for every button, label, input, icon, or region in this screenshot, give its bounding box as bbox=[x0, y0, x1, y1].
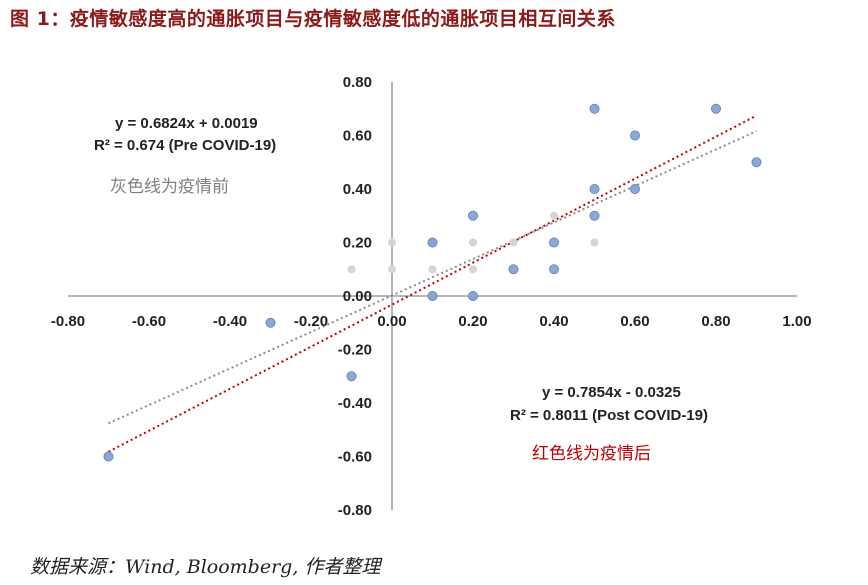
x-tick-label: -0.20 bbox=[294, 313, 328, 330]
data-point-post-covid bbox=[467, 210, 478, 221]
data-point-pre-covid bbox=[469, 265, 477, 274]
data-point-post-covid bbox=[589, 103, 600, 114]
y-tick-label: -0.40 bbox=[338, 395, 372, 412]
data-point-post-covid bbox=[508, 264, 519, 275]
x-tick-label: 0.00 bbox=[377, 313, 406, 330]
data-point-post-covid bbox=[467, 290, 478, 301]
data-point-pre-covid bbox=[428, 265, 437, 274]
data-point-post-covid bbox=[346, 371, 357, 382]
x-tick-label: 1.00 bbox=[782, 313, 811, 330]
data-points bbox=[103, 103, 762, 462]
pre-covid-note: 灰色线为疫情前 bbox=[110, 177, 229, 197]
post-r-squared: R² = 0.8011 (Post COVID-19) bbox=[510, 407, 708, 424]
data-point-pre-covid bbox=[590, 238, 599, 247]
y-tick-label: -0.80 bbox=[338, 502, 372, 519]
data-point-post-covid bbox=[427, 290, 438, 301]
annotations: y = 0.6824x + 0.0019 R² = 0.674 (Pre COV… bbox=[94, 115, 708, 464]
post-covid-note: 红色线为疫情后 bbox=[532, 444, 651, 464]
data-point-pre-covid bbox=[469, 238, 477, 247]
post-equation: y = 0.7854x - 0.0325 bbox=[542, 384, 681, 401]
data-point-pre-covid bbox=[509, 238, 518, 247]
tick-labels: -0.80 -0.60 -0.40 -0.20 0.00 0.20 0.40 0.60 0.80… bbox=[51, 74, 812, 519]
y-tick-label: 0.80 bbox=[343, 74, 372, 91]
pre-equation: y = 0.6824x + 0.0019 bbox=[115, 115, 258, 132]
pre-r-squared: R² = 0.674 (Pre COVID-19) bbox=[94, 137, 276, 154]
data-point-pre-covid bbox=[388, 265, 396, 274]
data-point-post-covid bbox=[265, 317, 276, 328]
data-point-post-covid bbox=[103, 451, 114, 462]
y-tick-label: -0.20 bbox=[338, 342, 372, 359]
data-point-post-covid bbox=[427, 237, 438, 248]
data-point-post-covid bbox=[630, 130, 641, 141]
data-point-post-covid bbox=[589, 210, 600, 221]
x-tick-label: -0.40 bbox=[213, 313, 247, 330]
data-point-post-covid bbox=[589, 183, 600, 194]
data-point-post-covid bbox=[549, 264, 560, 275]
data-point-pre-covid bbox=[550, 211, 558, 220]
x-tick-label: 0.40 bbox=[539, 313, 568, 330]
data-point-post-covid bbox=[630, 183, 641, 194]
x-tick-label: 0.60 bbox=[620, 313, 649, 330]
data-point-post-covid bbox=[549, 237, 560, 248]
y-tick-label: 0.00 bbox=[343, 288, 372, 305]
figure-title: 图 1：疫情敏感度高的通胀项目与疫情敏感度低的通胀项目相互间关系 bbox=[10, 8, 616, 30]
source-note: 数据来源：Wind, Bloomberg, 作者整理 bbox=[30, 556, 381, 578]
y-tick-label: 0.20 bbox=[343, 235, 372, 252]
data-point-pre-covid bbox=[347, 265, 356, 274]
data-point-pre-covid bbox=[388, 238, 396, 247]
trendlines bbox=[108, 114, 757, 453]
data-point-post-covid bbox=[751, 157, 762, 168]
y-tick-label: 0.40 bbox=[343, 181, 372, 198]
x-tick-label: 0.20 bbox=[458, 313, 487, 330]
y-tick-label: 0.60 bbox=[343, 128, 372, 145]
x-tick-label: -0.80 bbox=[51, 313, 85, 330]
x-tick-label: 0.80 bbox=[701, 313, 730, 330]
trendline-pre-covid bbox=[108, 130, 757, 425]
data-point-post-covid bbox=[711, 103, 722, 114]
trendline-post-covid bbox=[108, 114, 757, 453]
x-tick-label: -0.60 bbox=[132, 313, 166, 330]
y-tick-label: -0.60 bbox=[338, 449, 372, 466]
